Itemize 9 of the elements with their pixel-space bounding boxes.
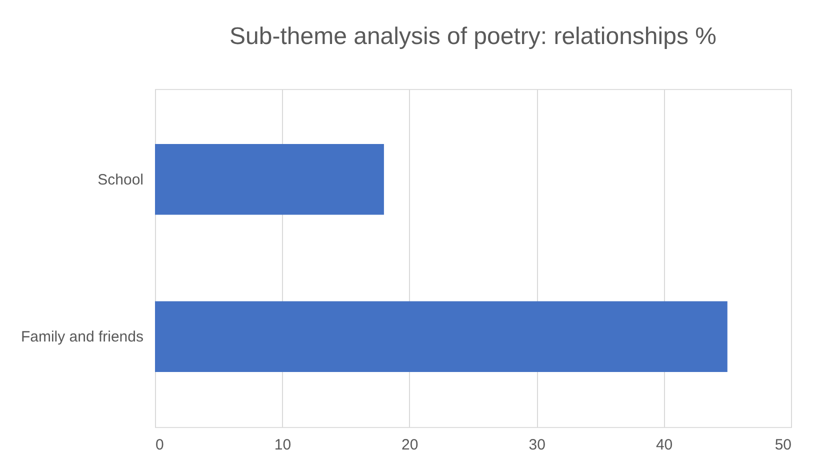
x-tick-label: 20 xyxy=(402,436,418,454)
y-tick-label: School xyxy=(98,171,144,188)
x-tick-label: 0 xyxy=(156,436,164,454)
x-tick-label: 40 xyxy=(656,436,673,454)
x-tick-label: 50 xyxy=(774,436,792,454)
y-tick-label: Family and friends xyxy=(20,328,144,346)
x-tick-label: 10 xyxy=(274,436,292,454)
chart-title: Sub-theme analysis of poetry: relationships % xyxy=(230,23,716,50)
x-tick-label: 30 xyxy=(528,436,546,454)
